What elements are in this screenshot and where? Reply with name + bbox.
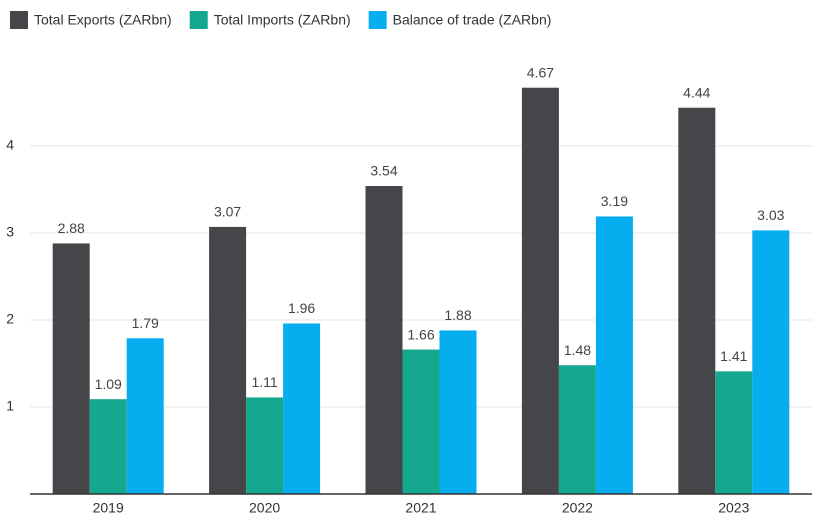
x-tick-label: 2022 [562,500,593,515]
x-tick-label: 2020 [249,500,280,515]
y-tick-label: 1 [6,398,14,414]
data-label: 3.19 [601,193,628,209]
bar [365,186,403,494]
data-label: 4.44 [683,84,710,100]
legend-swatch [10,11,28,29]
legend-swatch [189,11,208,29]
bar [678,107,716,494]
data-label: 1.09 [95,376,122,392]
data-label: 1.41 [720,348,747,364]
legend-label: Total Imports (ZARbn) [214,12,351,28]
y-tick-label: 2 [6,311,14,327]
legend-label: Balance of trade (ZARbn) [393,12,552,28]
bar [558,365,596,494]
legend-label: Total Exports (ZARbn) [34,12,172,28]
bar [126,338,164,494]
data-label: 3.03 [757,207,784,223]
data-label: 4.67 [527,64,554,80]
legend-swatch [368,11,387,29]
x-tick-label: 2021 [405,500,436,515]
y-tick-label: 4 [6,137,14,153]
x-tick-label: 2023 [718,500,749,515]
bar [246,397,284,494]
data-label: 3.54 [370,163,397,179]
data-label: 3.07 [214,204,241,220]
bar [715,371,753,494]
bar [402,349,440,494]
data-label: 1.11 [251,374,277,390]
data-label: 1.48 [564,342,591,358]
bar [283,323,321,494]
bar [439,330,477,494]
y-tick-label: 3 [6,224,14,240]
bar [209,226,247,494]
data-label: 2.88 [58,220,85,236]
data-label: 1.66 [407,326,434,342]
bar [89,399,127,494]
bar [52,243,90,494]
bar [595,216,633,494]
data-label: 1.79 [132,315,159,331]
data-label: 1.88 [444,307,471,323]
bar [521,87,559,495]
data-label: 1.96 [288,300,315,316]
bar [752,230,790,494]
x-tick-label: 2019 [93,500,124,515]
